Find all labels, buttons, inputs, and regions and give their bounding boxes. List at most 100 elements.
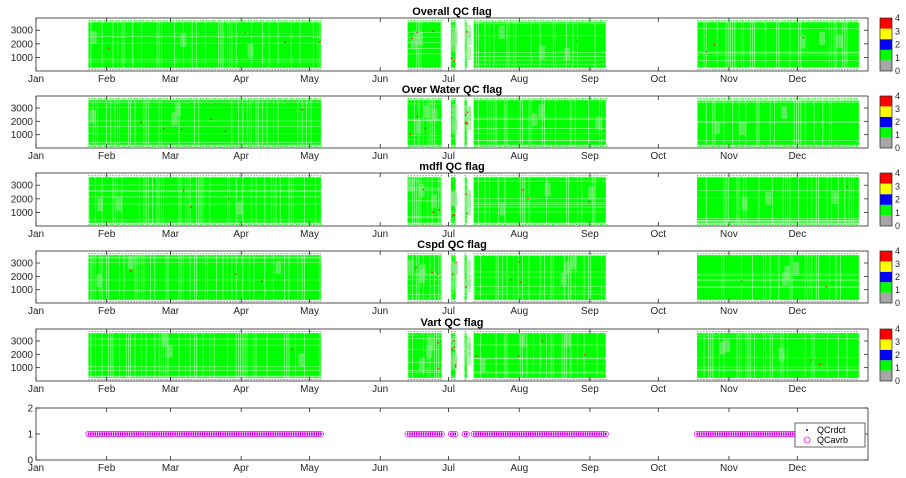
heatmap-edge-dash (94, 98, 97, 100)
heatmap-edge-dash (766, 300, 768, 302)
heatmap-edge-dash (718, 68, 720, 70)
heatmap-edge-dash (712, 223, 714, 225)
heatmap-edge-dash (115, 68, 118, 70)
heatmap-edge-dash (139, 98, 142, 100)
heatmap-edge-dash (187, 331, 190, 333)
heatmap-edge-dash (566, 253, 569, 255)
heatmap-edge-dash (434, 378, 437, 380)
heatmap-edge-dash (494, 223, 497, 225)
heatmap-edge-dash (319, 378, 322, 380)
heatmap-edge-dash (151, 223, 154, 225)
y-tick-label: 0 (27, 456, 33, 467)
heatmap-edge-dash (428, 253, 431, 255)
heatmap-edge-dash (103, 20, 106, 22)
heatmap-edge-dash (739, 223, 741, 225)
heatmap-gap (163, 333, 165, 378)
heatmap-edge-dash (796, 145, 798, 147)
heatmap-edge-dash (706, 145, 708, 147)
heatmap-edge-dash (569, 68, 572, 70)
heatmap-data (88, 253, 859, 302)
heatmap-patch (419, 264, 426, 278)
heatmap-edge-dash (760, 175, 762, 177)
heatmap-edge-dash (853, 253, 855, 255)
heatmap-edge-dash (319, 20, 322, 22)
heatmap-edge-dash (596, 300, 599, 302)
heatmap-edge-dash (220, 378, 223, 380)
heatmap-edge-dash (847, 98, 849, 100)
heatmap-gap (106, 255, 107, 300)
colorbar-tick-label: 2 (895, 40, 900, 50)
heatmap-edge-dash (763, 223, 765, 225)
heatmap-edge-dash (856, 68, 858, 70)
heatmap-edge-dash (530, 20, 533, 22)
heatmap-edge-dash (494, 145, 497, 147)
y-tick-label: 1000 (11, 208, 34, 219)
heatmap-edge-dash (572, 20, 575, 22)
heatmap-gap (88, 366, 321, 368)
heatmap-flag4-pixel (415, 266, 417, 269)
heatmap-gap (831, 177, 833, 223)
heatmap-edge-dash (250, 68, 253, 70)
heatmap-edge-dash (572, 145, 575, 147)
heatmap-edge-dash (718, 253, 720, 255)
heatmap-edge-dash (235, 300, 238, 302)
heatmap-edge-dash (202, 175, 205, 177)
colorbar-swatch (880, 96, 892, 107)
heatmap-flag4-pixel (416, 31, 418, 34)
heatmap-edge-dash (784, 223, 786, 225)
heatmap-edge-dash (109, 378, 112, 380)
heatmap-edge-dash (112, 253, 115, 255)
heatmap-gap (697, 218, 859, 219)
heatmap-edge-dash (751, 300, 753, 302)
heatmap-edge-dash (778, 98, 780, 100)
heatmap-edge-dash (590, 98, 593, 100)
heatmap-edge-dash (730, 20, 732, 22)
heatmap-edge-dash (503, 223, 506, 225)
heatmap-gap (143, 177, 145, 223)
heatmap-gap (141, 333, 143, 378)
heatmap-edge-dash (163, 300, 166, 302)
heatmap-gap (769, 255, 771, 300)
heatmap-edge-dash (847, 378, 849, 380)
heatmap-edge-dash (190, 175, 193, 177)
heatmap-edge-dash (769, 331, 771, 333)
heatmap-gap (194, 100, 195, 145)
heatmap-edge-dash (250, 378, 253, 380)
heatmap-gap (473, 206, 606, 208)
heatmap-gap (158, 333, 160, 378)
heatmap-edge-dash (250, 175, 253, 177)
heatmap-edge-dash (274, 223, 277, 225)
heatmap-edge-dash (253, 300, 256, 302)
heatmap-gap (88, 177, 90, 223)
heatmap-edge-dash (106, 145, 109, 147)
heatmap-edge-dash (283, 145, 286, 147)
heatmap-patch (564, 47, 571, 61)
x-tick-label: Aug (510, 229, 528, 240)
heatmap-edge-dash (593, 331, 596, 333)
heatmap-edge-dash (292, 20, 295, 22)
heatmap-edge-dash (748, 378, 750, 380)
heatmap-edge-dash (112, 68, 115, 70)
heatmap-edge-dash (238, 300, 241, 302)
heatmap-edge-dash (163, 223, 166, 225)
heatmap-edge-dash (527, 98, 530, 100)
heatmap-edge-dash (545, 378, 548, 380)
heatmap-edge-dash (727, 253, 729, 255)
heatmap-edge-dash (838, 98, 840, 100)
heatmap-edge-dash (778, 331, 780, 333)
heatmap-edge-dash (847, 145, 849, 147)
colorbar-frame (879, 328, 893, 382)
heatmap-edge-dash (545, 175, 548, 177)
heatmap-edge-dash (425, 145, 428, 147)
heatmap-edge-dash (844, 331, 846, 333)
heatmap-gap (231, 255, 233, 300)
heatmap-edge-dash (271, 331, 274, 333)
heatmap-gap (231, 22, 233, 68)
heatmap-edge-dash (190, 378, 193, 380)
heatmap-edge-dash (115, 331, 118, 333)
heatmap-edge-dash (811, 378, 813, 380)
heatmap-edge-dash (793, 331, 795, 333)
heatmap-edge-dash (196, 68, 199, 70)
heatmap-edge-dash (250, 253, 253, 255)
heatmap-gap (807, 177, 808, 223)
